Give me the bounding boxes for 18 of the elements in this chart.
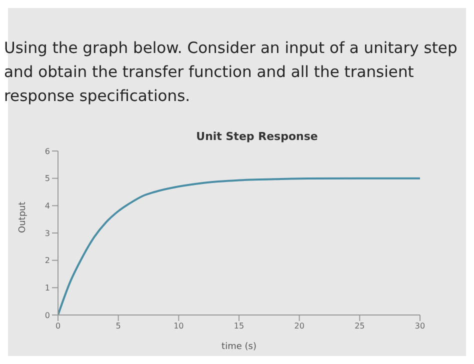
y-tick-label: 1 bbox=[44, 284, 50, 293]
text: Using the graph below. Consider an input of a unitary step and obtain the transfer function and all the transient response specifications. bbox=[4, 38, 458, 107]
x-tick-label: 10 bbox=[174, 322, 184, 331]
x-tick-label: 30 bbox=[414, 322, 426, 331]
x-tick-label: 20 bbox=[294, 322, 304, 331]
y-tick-label: 6 bbox=[44, 146, 50, 156]
y-axis-title: Output bbox=[18, 201, 28, 233]
x-tick-label: 25 bbox=[354, 322, 365, 331]
x-tick-label: 5 bbox=[116, 322, 121, 331]
y-tick-label: 2 bbox=[44, 256, 50, 266]
x-tick-label: 0 bbox=[55, 322, 61, 331]
y-tick-label: 3 bbox=[44, 228, 50, 238]
y-tick-label: 5 bbox=[44, 174, 50, 184]
y-tick-label: 4 bbox=[44, 202, 50, 211]
chart-title: Unit Step Response bbox=[195, 130, 319, 143]
x-tick-label: 15 bbox=[234, 322, 244, 331]
x-axis-title: time (s) bbox=[222, 342, 256, 352]
y-tick-label: 0 bbox=[44, 310, 50, 320]
